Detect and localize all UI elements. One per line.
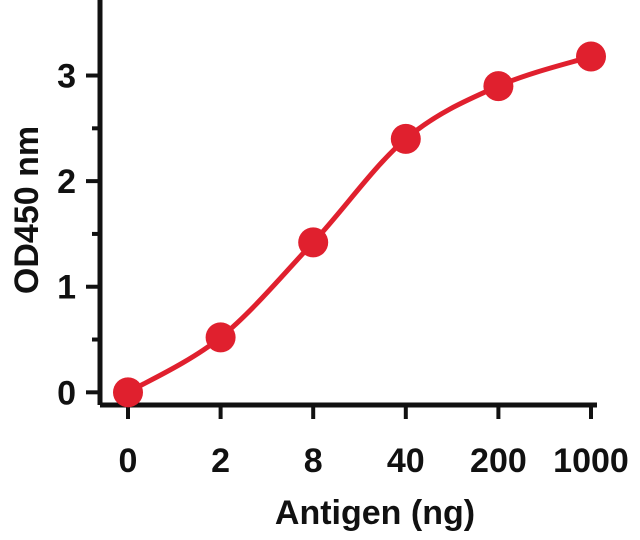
series-layer — [113, 41, 606, 408]
y-axis: 0 1 2 3 — [57, 0, 103, 412]
x-axis-title: Antigen (ng) — [275, 494, 475, 532]
x-axis: 0 2 8 40 200 1000 — [100, 402, 629, 480]
data-point-200 — [483, 71, 514, 102]
x-tick-label: 1000 — [553, 442, 629, 480]
y-axis-title: OD450 nm — [8, 126, 46, 294]
y-tick-label: 1 — [57, 269, 76, 307]
y-tick-label: 2 — [57, 163, 76, 201]
data-point-1000 — [576, 41, 606, 72]
x-tick-label: 0 — [119, 442, 138, 480]
y-tick-label: 3 — [57, 58, 76, 96]
series-line — [125, 54, 594, 395]
data-point-8 — [298, 227, 329, 258]
x-tick-label: 40 — [387, 442, 425, 480]
x-tick-label: 200 — [470, 442, 527, 480]
data-point-2 — [205, 322, 236, 353]
data-point-40 — [390, 123, 421, 154]
data-point-0 — [113, 377, 143, 408]
x-tick-label: 2 — [211, 442, 230, 480]
y-tick-label: 0 — [57, 374, 76, 412]
x-tick-label: 8 — [304, 442, 323, 480]
